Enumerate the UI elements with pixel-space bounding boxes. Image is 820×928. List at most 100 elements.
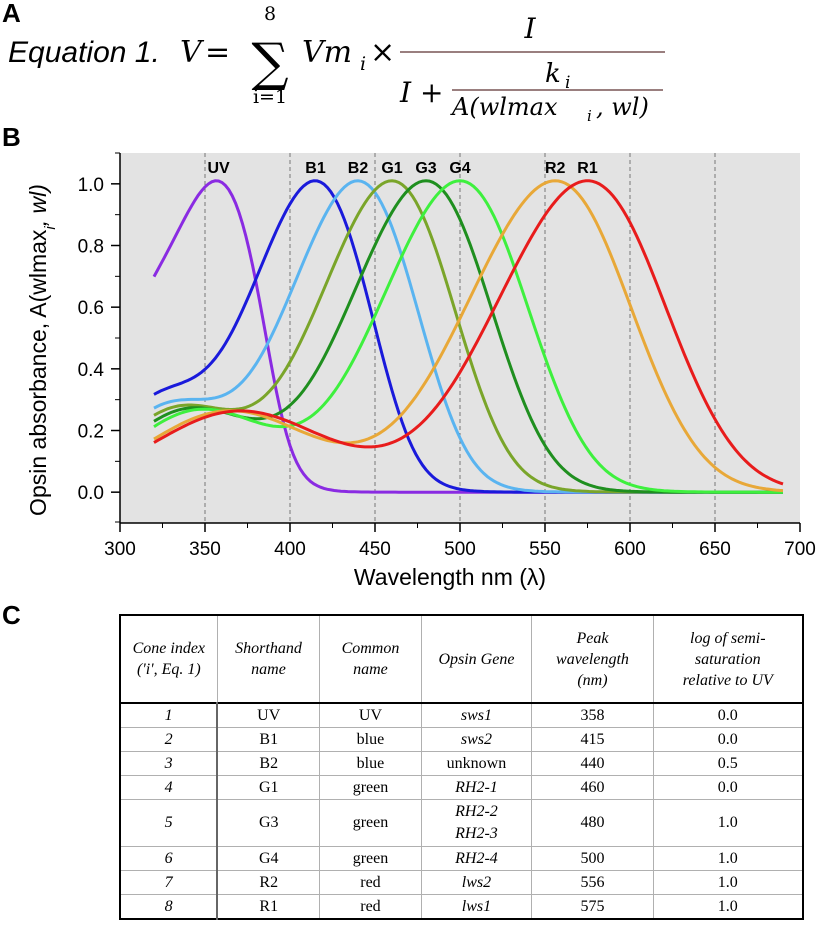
peak-cell: 440	[531, 751, 654, 776]
peak-label-r1: R1	[577, 160, 598, 177]
gene-name: lws1	[461, 897, 492, 915]
gene-cell: RH2-4	[420, 846, 532, 871]
gene-name: lws2	[461, 873, 492, 891]
table-row: 8 R1 red lws1 575 1.0	[120, 894, 803, 919]
peak-cell: 358	[531, 702, 654, 728]
peak-cell: 460	[531, 775, 654, 800]
header-line: relative to UV	[682, 671, 773, 689]
header-line: Peak	[576, 629, 609, 647]
shorthand-cell: G4	[216, 846, 320, 871]
table-row: 2 B1 blue sws2 415 0.0	[120, 727, 803, 752]
table-header-cell: Shorthand name	[216, 615, 320, 703]
inner-denominator-suffix: , wl)	[596, 93, 649, 121]
log-cell: 0.0	[652, 775, 803, 800]
common-name-cell: green	[319, 775, 422, 800]
gene-name: RH2-1	[455, 778, 498, 796]
x-tick-label: 650	[699, 539, 731, 560]
table-header-row: Cone index ('i', Eq. 1) Shorthand name Commo…	[120, 615, 803, 703]
x-tick-label: 700	[784, 539, 816, 560]
equation-label: Equation 1.	[8, 36, 160, 69]
gene-cell: sws1	[420, 702, 532, 728]
log-cell: 1.0	[652, 846, 803, 871]
log-cell: 1.0	[652, 799, 803, 847]
equation-equals: =	[205, 35, 230, 70]
cone-index-cell: 2	[120, 727, 219, 752]
shorthand-cell: B1	[216, 727, 320, 752]
curve-r2	[153, 179, 784, 493]
peak-label-g4: G4	[449, 160, 470, 177]
gene-name: RH2-3	[455, 825, 498, 842]
cone-index-cell: 3	[120, 751, 219, 776]
gene-cell: lws2	[420, 870, 532, 895]
equation-term: Vm	[302, 35, 352, 70]
y-axis-label-main: Opsin absorbance, A(wlmax	[25, 229, 51, 516]
gene-cell: sws2	[420, 727, 532, 752]
shorthand-cell: R1	[216, 894, 320, 919]
gene-name: RH2-2	[455, 803, 498, 820]
fraction-denominator-prefix: I +	[399, 76, 443, 109]
gene-name: sws1	[460, 706, 492, 724]
table-row: 1 UV UV sws1 358 0.0	[120, 702, 803, 728]
fraction-numerator: I	[523, 12, 536, 45]
x-tick-label: 500	[444, 539, 476, 560]
table-header-cell: Peak wavelength (nm)	[531, 615, 654, 703]
cone-index-cell: 6	[120, 846, 219, 871]
log-cell: 1.0	[652, 894, 803, 919]
peak-label-g3: G3	[415, 160, 436, 177]
y-axis-label: Opsin absorbance, A(wlmaxi, wl)	[25, 184, 59, 516]
curve-r1	[153, 179, 784, 486]
table-row: 5 G3 green RH2-2 RH2-3 480 1.0	[120, 799, 803, 847]
peak-labels: UV B1 B2 G1 G3 G4 R2 R1	[207, 160, 597, 177]
equation-lhs: V	[180, 35, 205, 70]
cone-index-cell: 8	[120, 894, 219, 919]
x-tick-label: 600	[614, 539, 646, 560]
gene-cell: RH2-1	[420, 775, 532, 800]
shorthand-cell: R2	[216, 870, 320, 895]
header-line: saturation	[694, 650, 761, 668]
x-tick-label: 550	[529, 539, 561, 560]
inner-denominator: A(wlmax	[450, 93, 558, 121]
header-line: Shorthand	[235, 640, 302, 657]
log-cell: 0.5	[652, 751, 803, 776]
equation-term-sub: i	[360, 53, 366, 75]
peak-cell: 575	[531, 894, 654, 919]
header-line: Cone index	[132, 640, 206, 657]
x-axis-label: Wavelength nm (λ)	[354, 564, 546, 590]
panel-label-c: C	[2, 600, 21, 630]
x-tick-label: 400	[274, 539, 306, 560]
gene-name: RH2-4	[455, 849, 498, 867]
shorthand-cell: B2	[216, 751, 320, 776]
peak-cell: 500	[531, 846, 654, 871]
axes: 300 350 400 450 500 550 600 650 700 0.0 0.2 0.4 0.6 0…	[78, 152, 816, 560]
header-line: name	[353, 661, 388, 678]
equation-1: Equation 1. V = 8 ∑ i=1 Vm i × I I + k i…	[8, 3, 665, 125]
shorthand-cell: G3	[216, 799, 320, 847]
gene-name: unknown	[446, 754, 507, 772]
common-name-cell: UV	[319, 702, 422, 728]
cone-index-cell: 4	[120, 775, 219, 800]
common-name-cell: blue	[319, 727, 422, 752]
peak-cell: 480	[531, 799, 654, 847]
absorbance-curves	[152, 179, 784, 494]
gene-name: sws2	[460, 730, 492, 748]
log-cell: 0.0	[652, 727, 803, 752]
header-line: ('i', Eq. 1)	[136, 661, 201, 678]
curve-g4	[153, 179, 783, 494]
peak-label-r2: R2	[545, 160, 566, 177]
header-line: name	[251, 661, 286, 678]
log-cell: 0.0	[652, 702, 803, 728]
table-row: 7 R2 red lws2 556 1.0	[120, 870, 803, 895]
table-header-cell: log of semi-saturation relative to UV	[652, 615, 803, 703]
x-tick-label: 450	[359, 539, 391, 560]
y-tick-label: 0.2	[78, 422, 104, 443]
shorthand-cell: UV	[216, 702, 320, 728]
inner-denominator-sub: i	[587, 107, 592, 125]
y-tick-label: 0.4	[78, 360, 105, 381]
common-name-cell: green	[319, 799, 422, 847]
sum-upper-limit: 8	[264, 3, 276, 25]
inner-numerator: k	[545, 59, 561, 89]
y-axis-label-suffix: , wl)	[25, 184, 51, 226]
x-tick-label: 300	[104, 539, 136, 560]
x-tick-label: 350	[189, 539, 221, 560]
peak-label-b1: B1	[305, 160, 326, 177]
